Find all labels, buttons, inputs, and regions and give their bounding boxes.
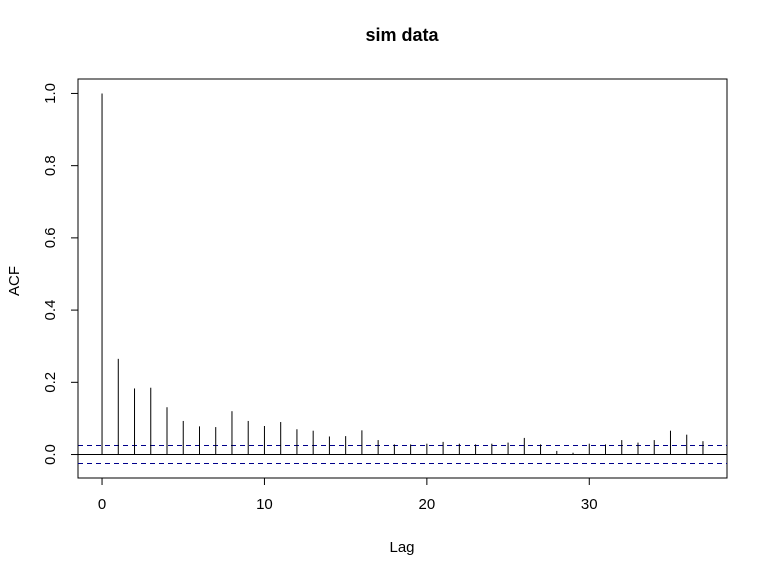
y-axis-label: ACF xyxy=(6,266,23,296)
y-tick-label-0.8: 0.8 xyxy=(42,155,59,176)
x-tick-label-30: 30 xyxy=(581,496,598,513)
chart-title: sim data xyxy=(365,25,439,45)
x-tick-label-0: 0 xyxy=(98,496,106,513)
y-tick-label-0.0: 0.0 xyxy=(42,444,59,465)
y-tick-label-0.4: 0.4 xyxy=(42,300,59,321)
x-axis-label: Lag xyxy=(389,539,414,556)
y-tick-label-0.6: 0.6 xyxy=(42,227,59,248)
plot-area: 0 10 20 30 0.0 0.2 0.4 0.6 0.8 1.0 xyxy=(42,78,728,513)
plot-frame xyxy=(77,78,728,479)
y-tick-label-0.2: 0.2 xyxy=(42,372,59,393)
y-tick-label-1.0: 1.0 xyxy=(42,83,59,104)
x-tick-label-20: 20 xyxy=(419,496,436,513)
x-tick-label-10: 10 xyxy=(256,496,273,513)
